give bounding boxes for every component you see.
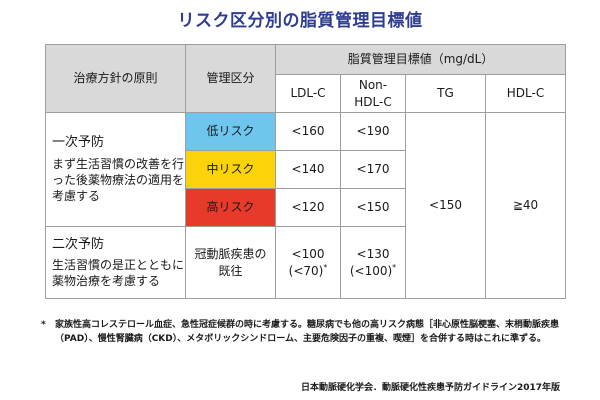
primary-prevention-cell: 一次予防 まず生活習慣の改善を行った後薬物療法の適用を考慮する — [45, 112, 186, 227]
source-citation: 日本動脈硬化学会．動脈硬化性疾患予防ガイドライン2017年版 — [300, 383, 560, 393]
primary-prevention-desc: まず生活習慣の改善を行った後薬物療法の適用を考慮する — [52, 156, 185, 204]
ldl-secondary: <100 (<70)* — [275, 226, 341, 299]
header-category: 管理区分 — [185, 44, 276, 113]
nonhdl-secondary-line2: (<100) — [349, 263, 393, 278]
header-nonhdl: Non- HDL-C — [340, 74, 406, 113]
category-coronary-history: 冠動脈疾患の 既往 — [185, 226, 276, 299]
secondary-prevention-cell: 二次予防 生活習慣の是正とともに薬物治療を考慮する — [45, 226, 186, 299]
page-title: リスク区分別の脂質管理目標値 — [177, 11, 423, 31]
ldl-mid-risk: <140 — [275, 150, 341, 189]
primary-prevention-title: 一次予防 — [52, 135, 105, 151]
header-target: 脂質管理目標値（mg/dL） — [274, 44, 567, 75]
ldl-secondary-asterisk: * — [323, 262, 328, 272]
nonhdl-secondary: <130 (<100)* — [340, 226, 406, 299]
coronary-history-line2: 既往 — [218, 263, 243, 278]
category-mid-risk: 中リスク — [185, 150, 276, 189]
footnote: * 家族性高コレステロール血症、急性冠症候群の時に考慮する。糖尿病でも他の高リス… — [41, 318, 565, 347]
header-nonhdl-line1: Non- — [358, 78, 388, 93]
header-principle: 治療方針の原則 — [45, 44, 186, 113]
footnote-mark: * — [41, 320, 46, 330]
coronary-history-line1: 冠動脈疾患の — [194, 247, 267, 262]
nonhdl-mid-risk: <170 — [340, 150, 406, 189]
ldl-low-risk: <160 — [275, 112, 341, 151]
ldl-secondary-line2: (<70) — [288, 263, 324, 278]
nonhdl-low-risk: <190 — [340, 112, 406, 151]
lipid-target-table: 治療方針の原則 管理区分 脂質管理目標値（mg/dL） LDL-C Non- H… — [45, 44, 567, 299]
header-tg: TG — [405, 74, 486, 113]
ldl-high-risk: <120 — [275, 188, 341, 227]
header-ldl: LDL-C — [275, 74, 341, 113]
category-low-risk: 低リスク — [185, 112, 276, 151]
tg-target: <150 — [405, 112, 486, 299]
hdl-target: ≧40 — [484, 112, 567, 299]
footnote-text: 家族性高コレステロール血症、急性冠症候群の時に考慮する。糖尿病でも他の高リスク病… — [55, 320, 560, 345]
header-hdl: HDL-C — [484, 74, 567, 113]
nonhdl-secondary-line1: <130 — [356, 247, 390, 262]
header-nonhdl-line2: HDL-C — [354, 94, 392, 109]
nonhdl-high-risk: <150 — [340, 188, 406, 227]
nonhdl-secondary-asterisk: * — [392, 262, 397, 272]
secondary-prevention-title: 二次予防 — [52, 236, 105, 252]
ldl-secondary-line1: <100 — [291, 247, 325, 262]
category-high-risk: 高リスク — [185, 188, 276, 227]
secondary-prevention-desc: 生活習慣の是正とともに薬物治療を考慮する — [52, 258, 185, 289]
